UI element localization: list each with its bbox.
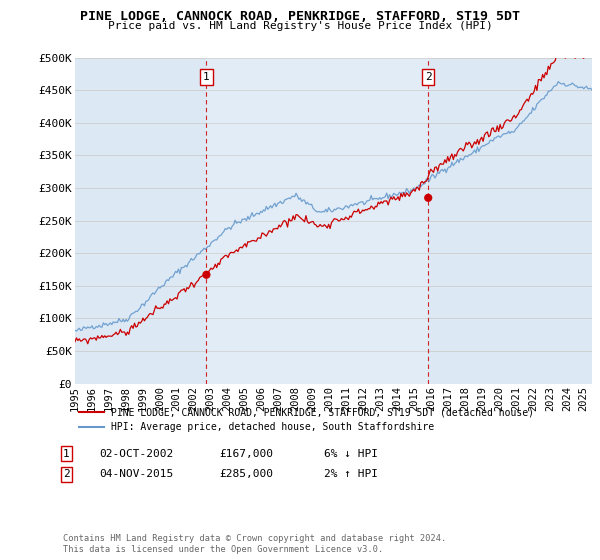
Text: PINE LODGE, CANNOCK ROAD, PENKRIDGE, STAFFORD, ST19 5DT: PINE LODGE, CANNOCK ROAD, PENKRIDGE, STA… (80, 10, 520, 23)
Bar (206, 58, 428, 384)
Point (202, 270, 211, 279)
Text: £167,000: £167,000 (219, 449, 273, 459)
Text: 1: 1 (63, 449, 70, 459)
Text: 2% ↑ HPI: 2% ↑ HPI (324, 469, 378, 479)
Point (424, 193, 433, 202)
Text: Price paid vs. HM Land Registry's House Price Index (HPI): Price paid vs. HM Land Registry's House … (107, 21, 493, 31)
Text: £285,000: £285,000 (219, 469, 273, 479)
Legend: PINE LODGE, CANNOCK ROAD, PENKRIDGE, STAFFORD, ST19 5DT (detached house), HPI: A: PINE LODGE, CANNOCK ROAD, PENKRIDGE, STA… (76, 404, 538, 436)
Text: 2: 2 (63, 469, 70, 479)
Text: 2: 2 (425, 72, 431, 82)
Text: Contains HM Land Registry data © Crown copyright and database right 2024.
This d: Contains HM Land Registry data © Crown c… (63, 534, 446, 554)
Text: 04-NOV-2015: 04-NOV-2015 (99, 469, 173, 479)
Text: 1: 1 (203, 72, 210, 82)
Text: 6% ↓ HPI: 6% ↓ HPI (324, 449, 378, 459)
Text: 02-OCT-2002: 02-OCT-2002 (99, 449, 173, 459)
